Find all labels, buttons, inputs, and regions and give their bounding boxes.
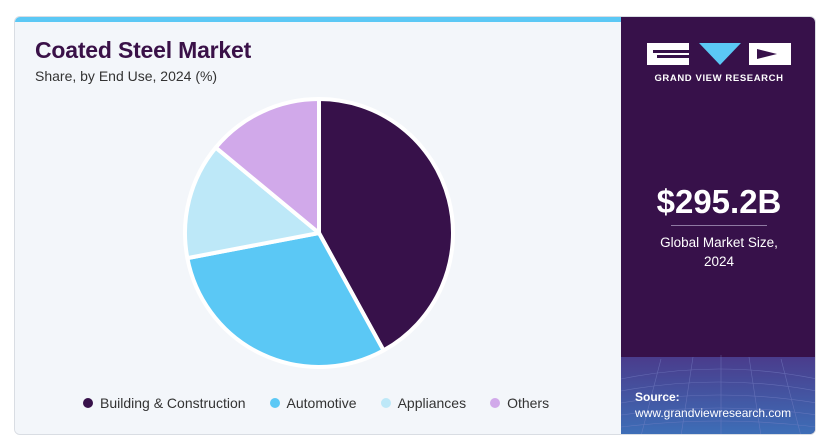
chart-card: Coated Steel Market Share, by End Use, 2…: [14, 16, 816, 435]
pie-slice-automotive: [185, 231, 386, 369]
legend-item-automotive: Automotive: [269, 395, 357, 411]
legend-item-building-construction: Building & Construction: [83, 395, 246, 411]
chart-panel: Coated Steel Market Share, by End Use, 2…: [15, 17, 621, 434]
market-size-caption: Global Market Size, 2024: [621, 233, 815, 271]
legend-swatch: [490, 398, 501, 408]
legend-swatch: [269, 398, 280, 408]
chart-subtitle: Share, by End Use, 2024 (%): [35, 68, 218, 84]
logo-wordmark: GRAND VIEW RESEARCH: [654, 73, 784, 84]
market-caption-line2: 2024: [703, 254, 735, 269]
chart-legend: Building & Construction Automotive Applian…: [83, 395, 573, 411]
grid-pattern: [621, 355, 815, 434]
value-divider: [671, 225, 767, 226]
market-size-value: $295.2B: [656, 183, 782, 220]
market-caption-line1: Global Market Size,: [660, 235, 778, 250]
legend-item-others: Others: [490, 395, 549, 411]
pie-chart: [183, 97, 455, 369]
source-link[interactable]: www.grandviewresearch.com: [635, 406, 792, 420]
chart-title: Coated Steel Market: [35, 37, 252, 63]
top-accent-bar: [15, 17, 621, 22]
legend-swatch: [83, 398, 93, 408]
pie-slice-others: [213, 97, 321, 235]
pie-slice-building-construction: [317, 97, 455, 353]
legend-label: Building & Construction: [100, 395, 246, 411]
legend-swatch: [380, 398, 391, 408]
legend-label: Appliances: [397, 395, 467, 411]
pie-slice-appliances: [183, 145, 321, 261]
legend-label: Others: [507, 395, 550, 411]
grand-view-research-logo: [647, 43, 791, 65]
legend-label: Automotive: [286, 395, 357, 411]
info-sidebar: GRAND VIEW RESEARCH $295.2B Global Marke…: [621, 17, 815, 434]
legend-item-appliances: Appliances: [380, 395, 467, 411]
source-label: Source:: [635, 390, 680, 404]
